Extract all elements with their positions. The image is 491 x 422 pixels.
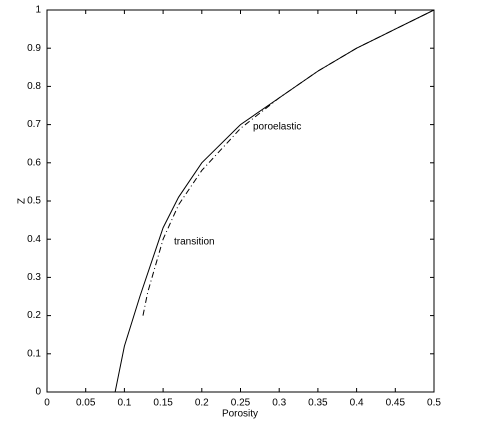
x-tick-label: 0.2	[195, 398, 209, 409]
x-tick-label: 0.05	[76, 398, 96, 409]
y-tick-label: 0.3	[27, 272, 41, 283]
y-tick-label: 0.2	[27, 310, 41, 321]
x-tick-label: 0.45	[386, 398, 406, 409]
x-tick-label: 0.4	[350, 398, 364, 409]
x-tick-label: 0.3	[272, 398, 286, 409]
y-axis-label: Z	[17, 198, 28, 204]
y-tick-label: 0.4	[27, 234, 41, 245]
y-tick-label: 0	[35, 387, 41, 398]
y-tick-label: 0.7	[27, 119, 41, 130]
y-tick-label: 0.6	[27, 157, 41, 168]
x-tick-label: 0.15	[153, 398, 173, 409]
x-tick-label: 0.25	[231, 398, 251, 409]
x-tick-label: 0.35	[308, 398, 328, 409]
y-tick-label: 0.5	[27, 196, 41, 207]
plot-frame	[46, 9, 435, 393]
series-line	[114, 9, 435, 393]
annotation: poroelastic	[253, 122, 301, 133]
annotation: transition	[174, 237, 215, 248]
x-tick-label: 0.5	[427, 398, 441, 409]
y-tick-label: 0.9	[27, 43, 41, 54]
series-line	[142, 9, 435, 316]
y-tick-label: 0.1	[27, 348, 41, 359]
x-axis-label: Porosity	[222, 409, 258, 420]
y-tick-label: 1	[35, 5, 41, 16]
x-tick-label: 0	[44, 398, 50, 409]
x-tick-label: 0.1	[117, 398, 131, 409]
y-tick-label: 0.8	[27, 81, 41, 92]
